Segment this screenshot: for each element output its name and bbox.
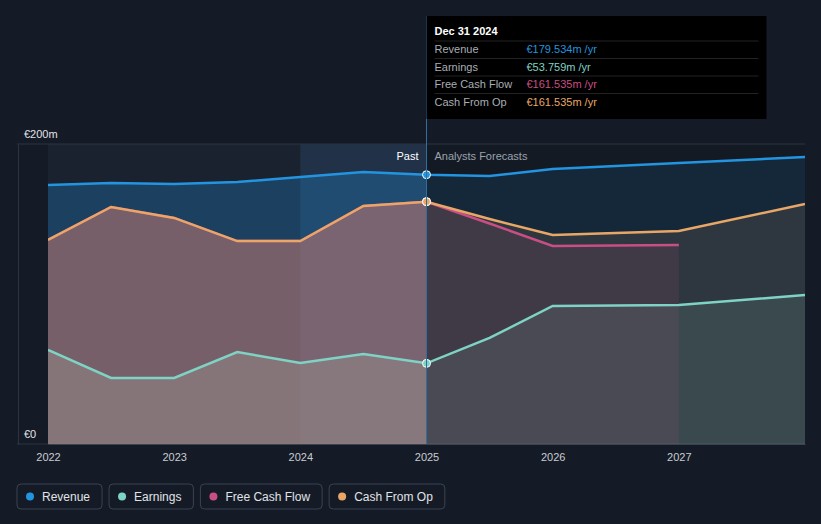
series-area	[48, 202, 427, 444]
x-tick-label: 2024	[289, 451, 313, 463]
legend-button[interactable]	[17, 484, 102, 509]
past-label: Past	[396, 150, 418, 162]
x-tick-label: 2022	[36, 451, 60, 463]
tooltip-date: Dec 31 2024	[435, 25, 499, 37]
x-tick: 2024	[289, 444, 313, 463]
tooltip-item-name: Earnings	[435, 61, 479, 73]
x-tick-label: 2026	[541, 451, 565, 463]
legend-swatch	[338, 493, 346, 501]
tooltip-item-value: €161.535m /yr	[527, 96, 598, 108]
forecast-label: Analysts Forecasts	[435, 150, 528, 162]
legend-label: Free Cash Flow	[225, 490, 310, 504]
legend-item[interactable]: Earnings	[109, 484, 193, 509]
tooltip-item-name: Free Cash Flow	[435, 78, 513, 90]
x-tick: 2025	[415, 444, 439, 463]
legend-swatch	[209, 493, 217, 501]
legend-button[interactable]	[200, 484, 322, 509]
legend-button[interactable]	[329, 484, 445, 509]
tooltip-item-value: €179.534m /yr	[527, 43, 598, 55]
legend-label: Revenue	[42, 490, 90, 504]
tooltip-item-name: Revenue	[435, 43, 479, 55]
x-tick: 2026	[541, 444, 565, 463]
legend-item[interactable]: Free Cash Flow	[200, 484, 322, 509]
legend-label: Cash From Op	[354, 490, 433, 504]
tooltip-item-name: Cash From Op	[435, 96, 507, 108]
x-tick-label: 2023	[162, 451, 186, 463]
y-axis: €0 €200m	[18, 128, 58, 445]
x-tick: 2023	[162, 444, 186, 463]
legend: Revenue Earnings Free Cash Flow Cash From O…	[17, 484, 445, 509]
grid-line	[17, 144, 805, 145]
legend-button[interactable]	[109, 484, 193, 509]
legend-label: Earnings	[134, 490, 181, 504]
y-tick: €200m	[18, 128, 58, 145]
grid	[17, 144, 805, 444]
tooltip: Dec 31 2024 Revenue €179.534m /yr Earnings €…	[427, 16, 767, 119]
x-tick: 2022	[36, 444, 60, 463]
y-tick-label: €200m	[24, 128, 58, 140]
tooltip-item-value: €53.759m /yr	[527, 61, 592, 73]
tooltip-item-value: €161.535m /yr	[527, 78, 598, 90]
series-line	[48, 202, 679, 246]
series-area	[427, 202, 806, 444]
y-tick: €0	[18, 428, 36, 445]
tooltip-box	[427, 16, 767, 119]
x-axis-line	[49, 444, 806, 445]
x-tick-label: 2025	[415, 451, 439, 463]
y-tick-label: €0	[24, 428, 36, 440]
legend-item[interactable]: Cash From Op	[329, 484, 445, 509]
series-area	[427, 157, 806, 444]
legend-item[interactable]: Revenue	[17, 484, 102, 509]
chart: 2022 2023 2024 2025 2026 2027 €0 €200m Past Analy…	[0, 0, 821, 524]
legend-swatch	[26, 493, 34, 501]
legend-swatch	[118, 493, 126, 501]
tooltip-separator	[435, 93, 759, 94]
x-axis: 2022 2023 2024 2025 2026 2027	[36, 444, 805, 463]
series-area	[48, 157, 427, 444]
y-axis-line	[18, 145, 19, 445]
tooltip-separator	[435, 41, 759, 42]
tooltip-separator	[435, 76, 759, 77]
x-tick: 2027	[667, 444, 691, 463]
x-tick-label: 2027	[667, 451, 691, 463]
tooltip-separator	[435, 58, 759, 59]
